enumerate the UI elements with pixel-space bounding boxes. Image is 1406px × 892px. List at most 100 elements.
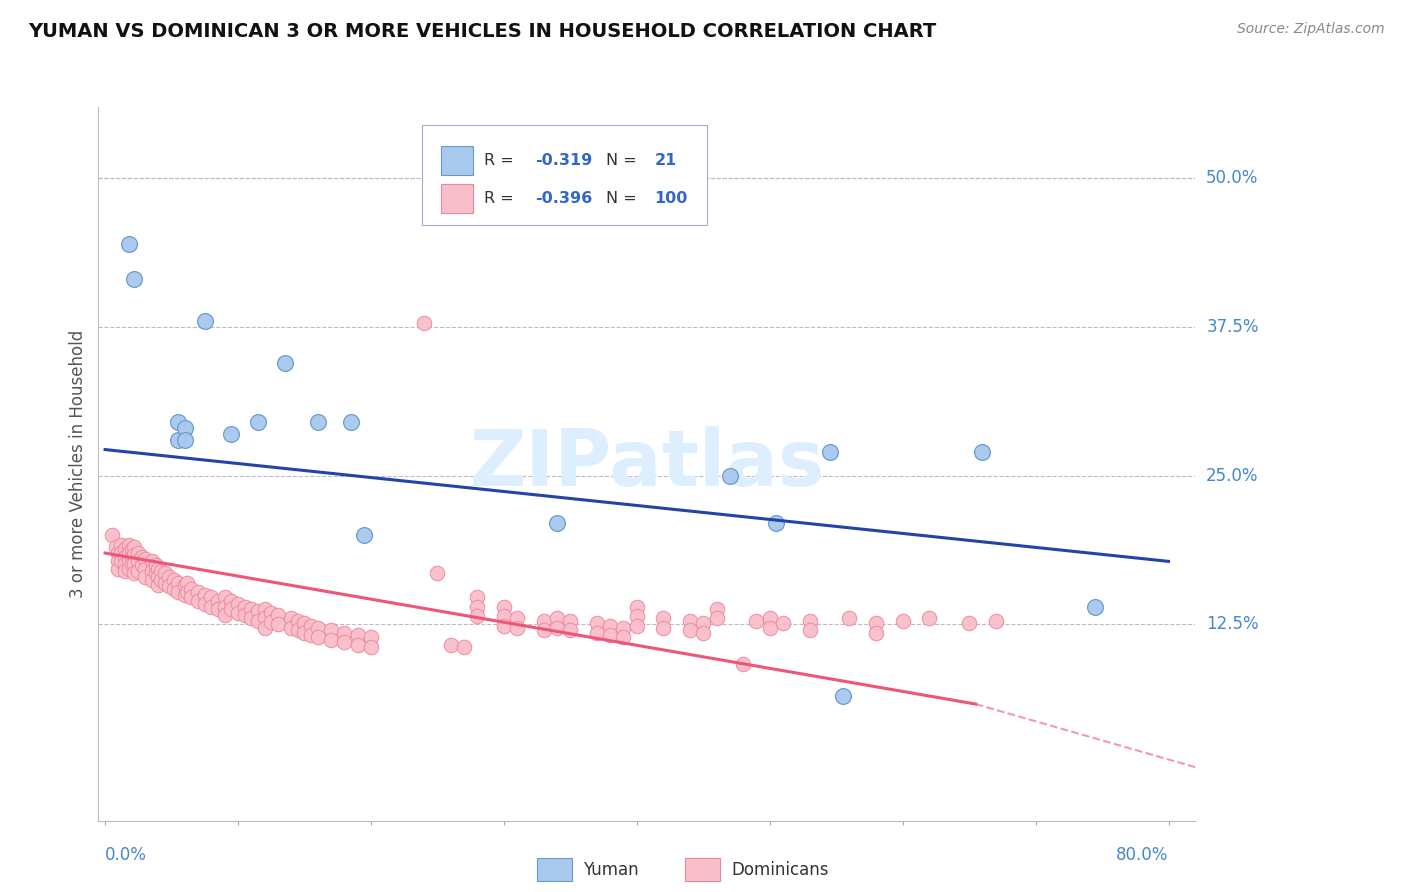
Point: [221, 427, 243, 442]
Point: [157, 579, 180, 593]
Point: [506, 621, 529, 635]
Point: [110, 554, 132, 568]
Point: [465, 590, 488, 604]
Point: [718, 468, 741, 483]
Point: [426, 566, 449, 581]
Text: 80.0%: 80.0%: [1116, 846, 1168, 863]
Point: [586, 625, 609, 640]
Point: [107, 561, 129, 575]
FancyBboxPatch shape: [537, 858, 572, 881]
Point: [706, 611, 728, 625]
Point: [124, 272, 146, 286]
Point: [652, 611, 675, 625]
Point: [758, 611, 780, 625]
Point: [149, 564, 172, 578]
Point: [333, 635, 356, 649]
Point: [157, 570, 180, 584]
Point: [260, 615, 283, 629]
Point: [148, 561, 170, 575]
Text: 12.5%: 12.5%: [1206, 615, 1258, 633]
Point: [145, 566, 167, 581]
Point: [733, 657, 755, 671]
Point: [107, 554, 129, 568]
Point: [118, 546, 141, 560]
Text: Source: ZipAtlas.com: Source: ZipAtlas.com: [1237, 22, 1385, 37]
Point: [100, 528, 122, 542]
Text: YUMAN VS DOMINICAN 3 OR MORE VEHICLES IN HOUSEHOLD CORRELATION CHART: YUMAN VS DOMINICAN 3 OR MORE VEHICLES IN…: [28, 22, 936, 41]
Point: [307, 631, 329, 645]
Point: [127, 546, 149, 560]
Point: [127, 554, 149, 568]
Point: [141, 564, 163, 578]
Point: [299, 618, 322, 632]
FancyBboxPatch shape: [440, 184, 474, 212]
Point: [194, 588, 217, 602]
Point: [200, 590, 222, 604]
Point: [124, 540, 146, 554]
Y-axis label: 3 or more Vehicles in Household: 3 or more Vehicles in Household: [69, 330, 87, 598]
Point: [465, 599, 488, 614]
Point: [533, 624, 555, 638]
Point: [141, 554, 163, 568]
Point: [984, 614, 1007, 628]
Point: [287, 614, 309, 628]
Point: [765, 516, 787, 531]
Point: [207, 602, 229, 616]
FancyBboxPatch shape: [422, 125, 707, 225]
Point: [107, 546, 129, 560]
Point: [121, 549, 143, 564]
Point: [506, 611, 529, 625]
Point: [240, 611, 263, 625]
Point: [163, 574, 186, 588]
Point: [492, 618, 515, 632]
Point: [134, 552, 156, 566]
Point: [533, 614, 555, 628]
Point: [124, 566, 146, 581]
Point: [273, 356, 295, 370]
Point: [163, 582, 186, 596]
Point: [307, 415, 329, 429]
Point: [118, 554, 141, 568]
Point: [560, 614, 582, 628]
Text: Yuman: Yuman: [583, 861, 638, 879]
Point: [134, 570, 156, 584]
Point: [307, 621, 329, 635]
Point: [294, 616, 316, 631]
Text: R =: R =: [485, 191, 519, 206]
Point: [118, 236, 141, 251]
Point: [346, 628, 368, 642]
Point: [838, 611, 860, 625]
Point: [200, 599, 222, 614]
Point: [465, 609, 488, 624]
Point: [492, 609, 515, 624]
Point: [233, 599, 256, 614]
Point: [679, 624, 702, 638]
Text: 50.0%: 50.0%: [1206, 169, 1258, 187]
Text: 37.5%: 37.5%: [1206, 318, 1258, 336]
Point: [221, 593, 243, 607]
Point: [599, 628, 621, 642]
Point: [214, 590, 236, 604]
Point: [360, 640, 382, 654]
Text: 100: 100: [654, 191, 688, 206]
Point: [692, 616, 714, 631]
Point: [652, 621, 675, 635]
Point: [891, 614, 914, 628]
Point: [167, 433, 190, 447]
Text: Dominicans: Dominicans: [731, 861, 828, 879]
Point: [599, 618, 621, 632]
Point: [121, 557, 143, 571]
Point: [226, 606, 249, 620]
Point: [287, 624, 309, 638]
Point: [187, 585, 209, 599]
Point: [294, 625, 316, 640]
Point: [194, 314, 217, 328]
Point: [865, 625, 887, 640]
Point: [173, 433, 195, 447]
Point: [267, 607, 290, 622]
Point: [253, 602, 276, 616]
Point: [118, 538, 141, 552]
Point: [333, 625, 356, 640]
Point: [360, 631, 382, 645]
Point: [167, 585, 190, 599]
